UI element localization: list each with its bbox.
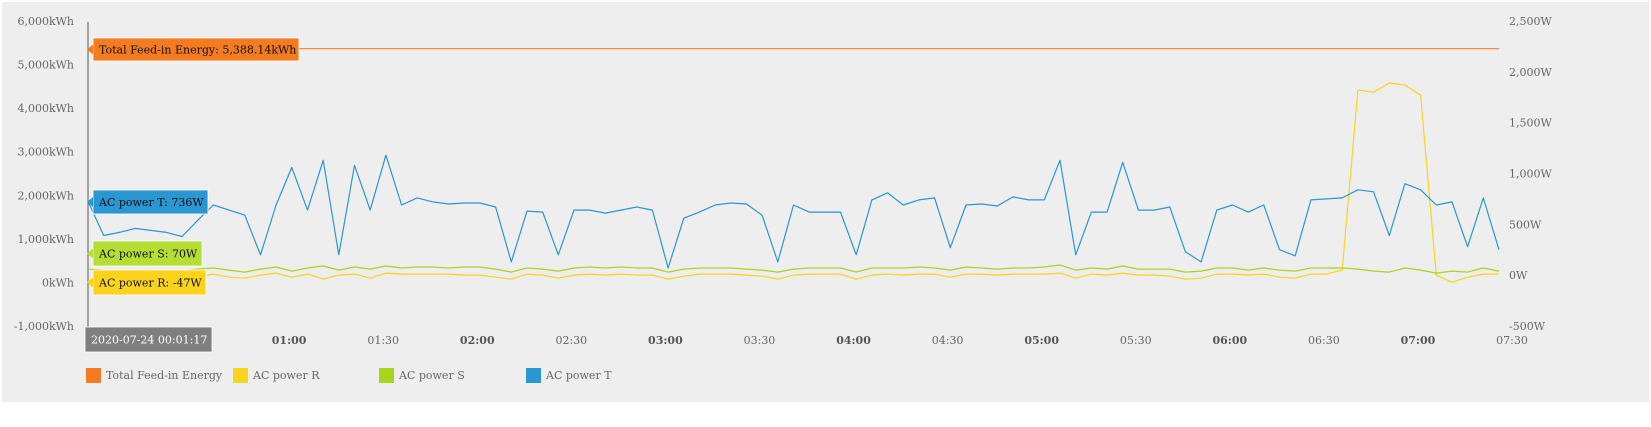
legend-label: AC power R (252, 369, 320, 382)
tooltip: Total Feed-in Energy: 5,388.14kWh (87, 37, 300, 62)
legend-label: Total Feed-in Energy (106, 369, 223, 382)
tooltip: 2020-07-24 00:01:17 (84, 326, 213, 353)
legend-item: Total Feed-in Energy (86, 368, 223, 383)
legend-label: AC power S (398, 369, 465, 382)
tooltip-text: Total Feed-in Energy: 5,388.14kWh (99, 44, 296, 57)
tooltip-pointer (87, 277, 93, 288)
y2-tick-label: 1,000W (1509, 168, 1552, 181)
x-tick-label: 02:00 (460, 334, 495, 347)
x-tick-label: 03:00 (648, 334, 683, 347)
y-tick-label: 6,000kWh (17, 15, 74, 28)
tooltip-box (84, 326, 213, 353)
y2-tick-label: 0W (1509, 269, 1528, 282)
series-line (87, 154, 1500, 269)
x-tick-label: 01:30 (367, 334, 399, 347)
x-tick-label: 06:00 (1212, 334, 1247, 347)
y-tick-label: -1,000kWh (14, 320, 74, 333)
y-tick-label: 0kWh (42, 276, 74, 289)
tooltip-box (92, 269, 207, 296)
series-line (87, 264, 1500, 274)
y-tick-label: 3,000kWh (17, 146, 74, 159)
tooltip-box (92, 189, 209, 215)
y2-tick-label: -500W (1509, 320, 1546, 333)
tooltip: AC power R: -47W (87, 269, 207, 296)
y2-tick-label: 2,500W (1509, 15, 1552, 28)
y2-tick-label: 500W (1509, 218, 1542, 231)
x-tick-label: 06:30 (1308, 334, 1340, 347)
tooltip-pointer (87, 197, 93, 207)
tooltip-text: AC power T: 736W (98, 196, 204, 209)
x-tick-label: 04:00 (836, 334, 871, 347)
x-tick-label: 03:30 (744, 334, 776, 347)
series-line (87, 82, 1499, 283)
x-tick-label: 07:00 (1401, 334, 1436, 347)
x-tick-label: 07:30 (1496, 334, 1528, 347)
legend-swatch (233, 368, 248, 383)
tooltip-pointer (87, 44, 93, 55)
legend-swatch (379, 368, 394, 383)
legend-item: AC power T (526, 368, 612, 383)
y-tick-label: 5,000kWh (17, 59, 74, 72)
x-tick-label: 02:30 (555, 334, 587, 347)
y-tick-label: 2,000kWh (17, 189, 74, 202)
tooltip: AC power T: 736W (87, 189, 209, 215)
y2-tick-label: 2,000W (1509, 66, 1552, 79)
tooltip-text: 2020-07-24 00:01:17 (91, 334, 207, 347)
y-tick-label: 4,000kWh (17, 102, 74, 115)
tooltip-text: AC power S: 70W (98, 248, 198, 261)
tooltip-text: AC power R: -47W (98, 277, 202, 290)
tooltip-pointer (87, 248, 93, 259)
y-tick-label: 1,000kWh (17, 233, 74, 246)
legend-item: AC power S (379, 368, 465, 383)
y2-tick-label: 1,500W (1509, 117, 1552, 130)
legend-swatch (86, 368, 101, 383)
background (2, 2, 1649, 402)
tooltip-box (92, 240, 203, 267)
tooltip: AC power S: 70W (87, 240, 203, 267)
legend-item: AC power R (233, 368, 320, 383)
x-tick-label: 05:30 (1120, 334, 1152, 347)
x-tick-label: 01:00 (272, 334, 307, 347)
legend-swatch (526, 368, 541, 383)
x-tick-label: 05:00 (1024, 334, 1059, 347)
x-tick-label: 04:30 (932, 334, 964, 347)
legend-label: AC power T (545, 369, 612, 382)
